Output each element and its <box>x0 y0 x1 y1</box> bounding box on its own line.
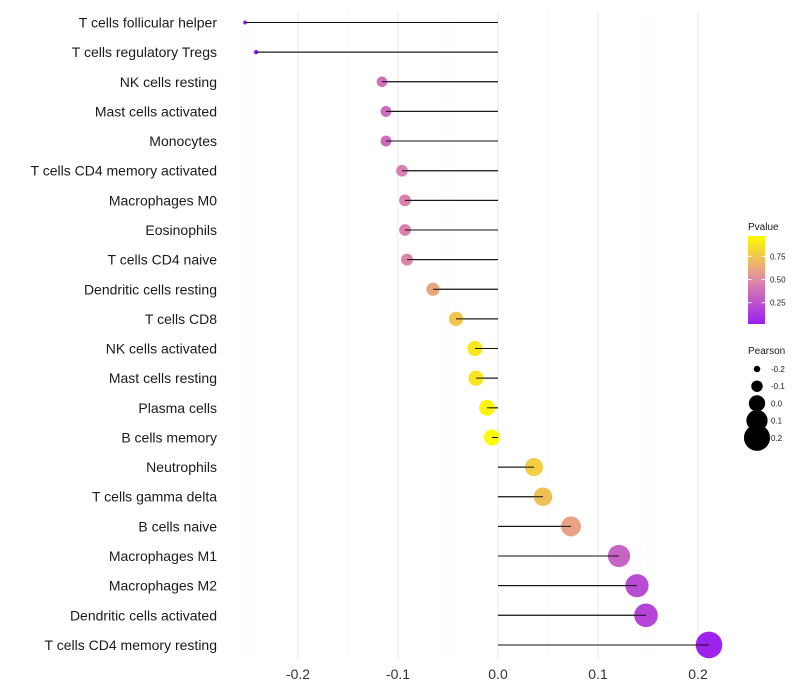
x-tick-label: 0.1 <box>588 666 608 682</box>
category-label: Plasma cells <box>138 400 217 416</box>
category-label: B cells naive <box>138 518 217 534</box>
size-legend-label: 0.1 <box>771 417 783 426</box>
size-legend-label: -0.1 <box>771 382 785 391</box>
category-label: T cells CD4 memory activated <box>31 163 217 179</box>
pvalue-colorbar <box>748 236 765 324</box>
category-label: Monocytes <box>149 133 217 149</box>
category-label: Dendritic cells resting <box>84 281 217 297</box>
category-label: T cells gamma delta <box>92 489 217 505</box>
lollipop-points <box>243 20 723 659</box>
x-tick-label: -0.2 <box>286 666 310 682</box>
category-label: NK cells activated <box>106 341 217 357</box>
size-legend-dot <box>743 424 771 451</box>
x-tick-label: 0.0 <box>488 666 508 682</box>
category-label: Dendritic cells activated <box>70 607 217 623</box>
category-label: T cells follicular helper <box>79 15 218 31</box>
x-tick-label: 0.2 <box>688 666 708 682</box>
size-legend-label: 0.0 <box>771 399 783 408</box>
category-label: Macrophages M1 <box>109 548 217 564</box>
pvalue-legend-title: Pvalue <box>748 222 779 233</box>
category-label: Neutrophils <box>146 459 217 475</box>
size-legend-dot <box>751 380 763 392</box>
pearson-legend: Pearson -0.2 -0.1 0.0 0.1 0.2 <box>743 346 785 451</box>
grid <box>247 10 699 660</box>
size-legend-dot <box>753 365 761 373</box>
size-legend-label: -0.2 <box>771 365 785 374</box>
category-label: Mast cells resting <box>109 370 217 386</box>
category-label: Macrophages M2 <box>109 578 217 594</box>
category-label: T cells regulatory Tregs <box>72 44 217 60</box>
x-tick-label: -0.1 <box>386 666 410 682</box>
lollipop-stems <box>245 22 709 646</box>
colorbar-tick-label: 0.75 <box>770 252 786 261</box>
category-label: Mast cells activated <box>95 103 217 119</box>
pearson-legend-title: Pearson <box>748 346 785 357</box>
colorbar-tick-label: 0.25 <box>770 299 786 308</box>
colorbar-tick-label: 0.50 <box>770 276 786 285</box>
size-legend-label: 0.2 <box>771 434 783 443</box>
size-legend-dot <box>748 395 766 412</box>
pvalue-legend: Pvalue 0.25 0.50 0.75 <box>748 222 786 324</box>
category-labels: T cells follicular helper T cells regulat… <box>31 15 218 653</box>
category-label: T cells CD4 naive <box>108 252 218 268</box>
category-label: B cells memory <box>121 429 217 445</box>
category-label: Macrophages M0 <box>109 192 217 208</box>
category-label: Eosinophils <box>145 222 217 238</box>
category-label: T cells CD4 memory resting <box>45 637 217 653</box>
category-label: T cells CD8 <box>145 311 217 327</box>
category-label: NK cells resting <box>120 74 217 90</box>
x-axis-ticks: -0.2 -0.1 0.0 0.1 0.2 <box>286 666 708 682</box>
